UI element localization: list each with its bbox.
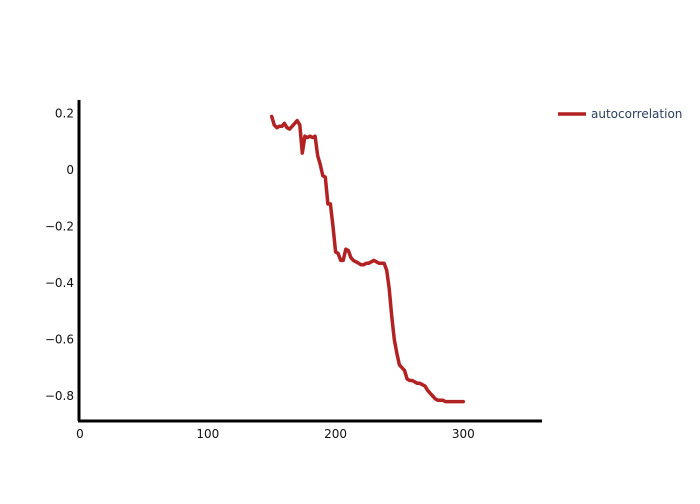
x-tick-label: 0 <box>76 427 84 441</box>
series-line-autocorrelation[interactable] <box>269 114 466 404</box>
x-tick-label: 200 <box>324 427 347 441</box>
legend[interactable]: autocorrelation <box>558 107 682 121</box>
y-tick-label: −0.8 <box>45 389 74 403</box>
y-tick-label: −0.4 <box>45 276 74 290</box>
x-tick-label: 100 <box>196 427 219 441</box>
y-tick-label: −0.2 <box>45 220 74 234</box>
y-tick-label: −0.6 <box>45 333 74 347</box>
plot-area: 0.2 0 −0.2 −0.4 −0.6 −0.8 0 100 200 300 <box>45 100 542 441</box>
legend-label[interactable]: autocorrelation <box>591 107 682 121</box>
x-tick-label: 300 <box>452 427 475 441</box>
y-tick-label: 0 <box>66 163 74 177</box>
y-tick-label: 0.2 <box>55 107 74 121</box>
